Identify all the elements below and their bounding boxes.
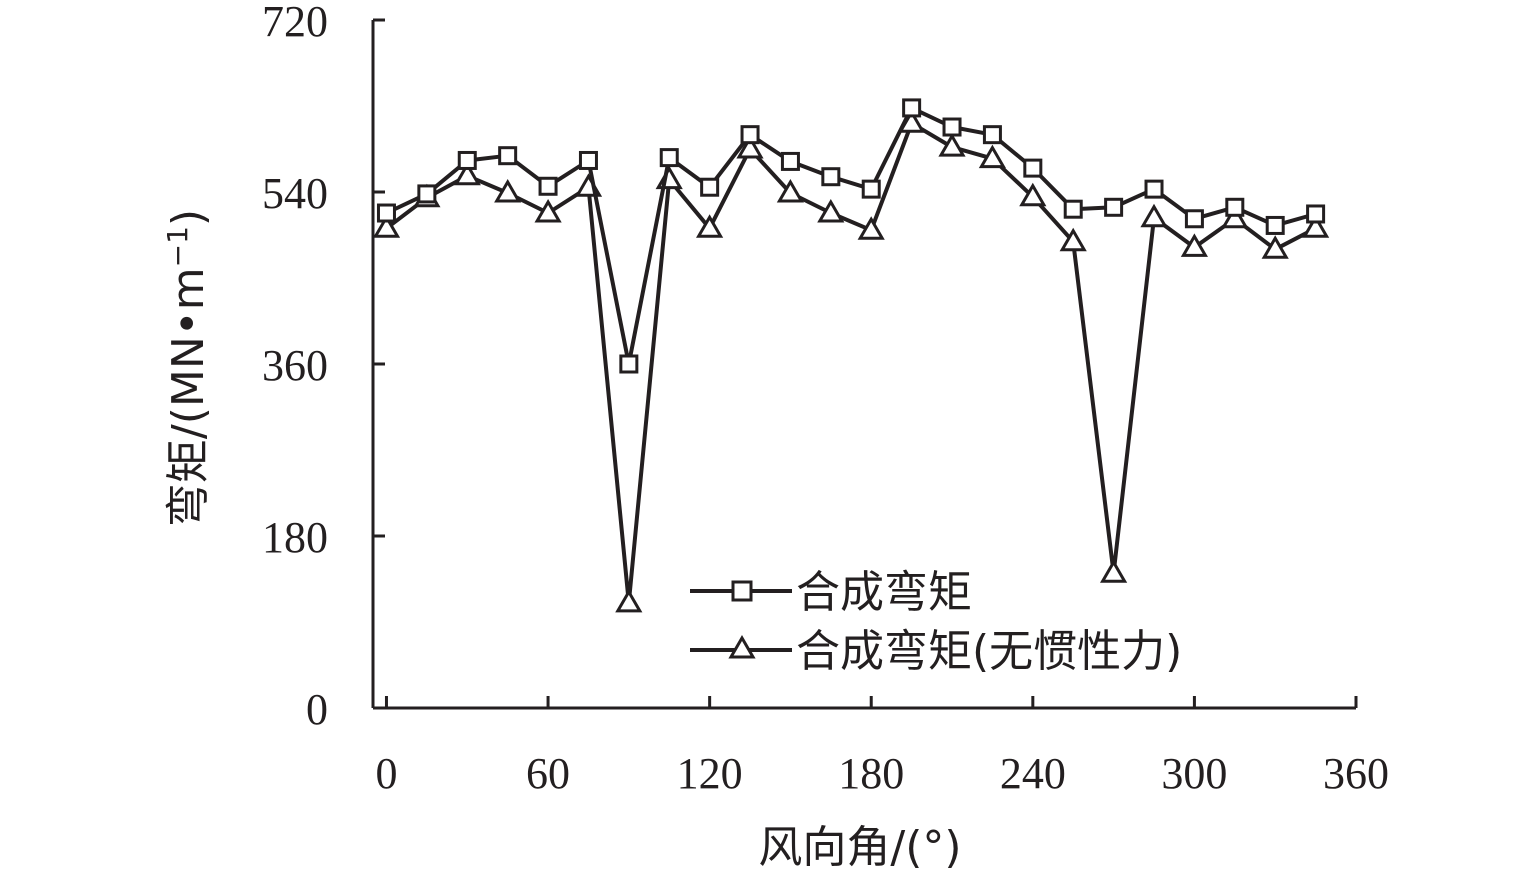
- series-1-point-7: [659, 148, 679, 168]
- legend-label-series-1: 合成弯矩: [796, 567, 972, 618]
- series-1-point-9: [740, 125, 760, 145]
- legend-label-series-2: 合成弯矩(无惯性力): [796, 626, 1182, 677]
- x-tick-label-1: 60: [526, 749, 570, 798]
- series-2-point-4: [534, 199, 562, 223]
- series-1-point-22: [1265, 215, 1285, 235]
- series-2-point-6: [615, 588, 643, 613]
- series-2-point-19: [1140, 203, 1168, 228]
- series-1-point-6: [619, 354, 639, 374]
- legend-item-series-1: 合成弯矩: [690, 567, 972, 618]
- series-1-point-17: [1063, 199, 1083, 219]
- series-2-point-10: [776, 179, 805, 203]
- series-2-point-22: [1261, 235, 1289, 259]
- x-tick-label-2: 120: [677, 749, 743, 798]
- series-1-point-19: [1144, 179, 1164, 199]
- series-group: [372, 98, 1330, 613]
- series-2-point-8: [695, 214, 724, 238]
- y-axis-title: 弯矩/(MN•m−1): [161, 209, 215, 527]
- series-1-point-8: [700, 177, 720, 197]
- legend-triangle-marker: [728, 635, 756, 659]
- x-tick-label-3: 180: [838, 749, 904, 798]
- series-2-point-21: [1221, 204, 1249, 229]
- series-2-point-12: [857, 216, 885, 240]
- series-1-point-10: [780, 151, 800, 171]
- series-2-point-17: [1059, 227, 1087, 252]
- series-1-point-5: [578, 150, 598, 170]
- legend-item-series-2: 合成弯矩(无惯性力): [690, 626, 1182, 677]
- x-axis-ticks: 0 60 120 180 240 300 360: [375, 696, 1389, 798]
- x-tick-label-0: 0: [375, 749, 397, 798]
- y-axis-title-sup: −1: [161, 226, 194, 267]
- series-2-line: [385, 121, 1317, 605]
- series-1-point-21: [1225, 197, 1245, 217]
- series-2-point-14: [938, 133, 966, 157]
- series-1-point-3: [498, 146, 518, 166]
- series-1-point-20: [1184, 209, 1204, 229]
- series-1-point-18: [1104, 197, 1124, 217]
- y-tick-label-2: 360: [262, 341, 328, 390]
- y-axis-ticks: 0 180 360 540 720: [262, 0, 385, 734]
- series-2-point-20: [1180, 233, 1209, 257]
- y-tick-label-0: 0: [306, 685, 328, 734]
- y-tick-label-4: 720: [262, 0, 328, 46]
- series-2-point-7: [655, 165, 683, 190]
- series-2-point-15: [978, 144, 1007, 169]
- series-2-point-2: [453, 161, 481, 186]
- x-axis-title: 风向角/(°): [758, 822, 961, 873]
- series-1-point-14: [942, 117, 962, 137]
- series-1-point-0: [376, 203, 396, 223]
- legend-square-marker: [731, 580, 753, 602]
- series-2-point-0: [372, 214, 401, 238]
- x-tick-label-6: 360: [1323, 749, 1389, 798]
- series-1-point-12: [861, 179, 881, 199]
- series-1: [376, 98, 1326, 374]
- series-2-point-16: [1019, 182, 1047, 207]
- y-axis-title-main: 弯矩/(MN•m: [163, 267, 214, 527]
- x-tick-label-4: 240: [1000, 749, 1066, 798]
- series-2-point-18: [1099, 559, 1128, 583]
- series-1-point-15: [982, 125, 1002, 145]
- x-tick-label-5: 300: [1161, 749, 1227, 798]
- series-1-point-11: [821, 167, 841, 187]
- series-2-point-11: [817, 199, 845, 223]
- y-tick-label-1: 180: [262, 513, 328, 562]
- series-1-point-4: [538, 176, 558, 196]
- series-1-point-13: [902, 98, 922, 118]
- series-2-point-3: [494, 179, 522, 203]
- series-2: [372, 109, 1330, 613]
- series-2-point-9: [736, 135, 764, 159]
- y-axis-title-close: ): [163, 209, 214, 226]
- legend: 合成弯矩 合成弯矩(无惯性力): [690, 567, 1182, 677]
- series-1-point-2: [457, 150, 477, 170]
- series-1-point-23: [1306, 204, 1326, 224]
- series-2-point-23: [1301, 214, 1330, 238]
- y-tick-label-3: 540: [262, 169, 328, 218]
- series-1-point-16: [1023, 158, 1043, 178]
- series-1-point-1: [417, 184, 437, 204]
